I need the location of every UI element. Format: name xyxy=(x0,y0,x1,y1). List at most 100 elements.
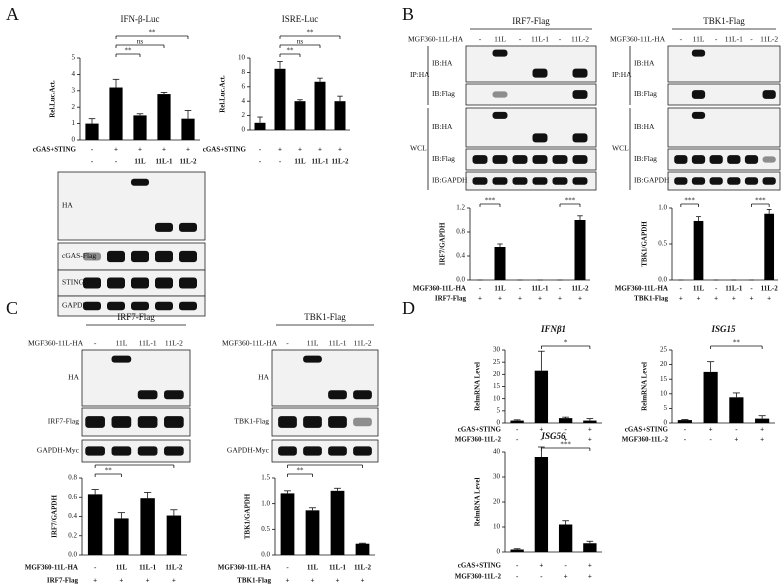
blot-band xyxy=(164,446,184,456)
bar xyxy=(181,118,195,140)
y-tick-label: 20 xyxy=(660,360,668,368)
lane-label: - xyxy=(684,426,687,434)
lane-label: + xyxy=(709,426,713,434)
y-tick-label: 0 xyxy=(242,126,246,134)
blot-band xyxy=(164,390,184,400)
blot-row-label: IB:Flag xyxy=(432,89,455,98)
y-axis-label: TBK1/GAPDH xyxy=(244,493,252,539)
lane-label: + xyxy=(138,146,142,154)
lane-label: 11L xyxy=(693,285,705,293)
lane-label: + xyxy=(172,577,176,585)
lane-label: 11L xyxy=(307,339,319,348)
blot-row-label: TBK1-Flag xyxy=(234,417,269,426)
lane-label: - xyxy=(115,158,118,166)
blot-band xyxy=(709,155,723,164)
blot-band xyxy=(691,90,706,99)
blot-band xyxy=(691,49,706,57)
sig-label: ** xyxy=(733,339,741,347)
lane-label: 11L-2 xyxy=(571,35,589,44)
y-tick-label: 10 xyxy=(660,389,668,397)
blot-band xyxy=(512,177,528,185)
bar xyxy=(314,81,326,130)
lane-label: - xyxy=(559,285,562,293)
blot-band xyxy=(179,250,197,263)
bar xyxy=(294,101,306,130)
lane-label: + xyxy=(539,562,543,570)
lane-label: + xyxy=(750,295,754,303)
y-tick-label: 1.0 xyxy=(658,204,667,212)
bar xyxy=(355,543,370,555)
blot-row-label: IB:HA xyxy=(432,122,453,131)
lane-label: 11L-2 xyxy=(331,158,349,166)
y-tick-label: 30 xyxy=(493,346,501,354)
bar xyxy=(693,220,704,280)
bar xyxy=(334,101,346,130)
lane-label: 11L-1 xyxy=(139,564,157,572)
lane-label: 11L-1 xyxy=(139,339,157,348)
y-tick-label: 0 xyxy=(72,136,76,144)
blot-frame xyxy=(667,45,781,83)
lane-label: - xyxy=(479,285,482,293)
lane-label: 11L xyxy=(693,35,705,44)
lane-label: + xyxy=(578,295,582,303)
y-tick-label: 10 xyxy=(493,394,501,402)
blot-band xyxy=(179,222,197,232)
blot-band xyxy=(107,277,125,289)
lane-label: + xyxy=(539,426,543,434)
chart-title: IFNβ1 xyxy=(540,324,566,334)
lane-label: - xyxy=(559,35,562,44)
bar xyxy=(109,87,123,140)
bar xyxy=(254,122,266,130)
y-tick-label: 15 xyxy=(493,382,501,390)
row-label: MGF360-11L-2 xyxy=(455,573,502,581)
y-tick-label: 15 xyxy=(660,375,668,383)
blot-row-label: STING-Flag xyxy=(62,278,100,287)
blot-band xyxy=(131,301,149,311)
bar xyxy=(280,493,295,555)
blot-band xyxy=(492,91,508,98)
blot-band xyxy=(179,277,197,289)
bar xyxy=(157,94,171,140)
blot-row-label: HA xyxy=(258,373,269,382)
lane-label: 11L-1 xyxy=(531,285,549,293)
blot-header: IRF7-Flag xyxy=(512,16,550,26)
y-tick-label: 0.8 xyxy=(68,474,77,482)
lane-label: + xyxy=(588,562,592,570)
y-tick-label: 1.5 xyxy=(261,474,270,482)
panel-label: D xyxy=(402,298,415,318)
lane-label: + xyxy=(361,577,365,585)
blot-band xyxy=(155,277,173,289)
lane-label: - xyxy=(750,35,753,44)
y-tick-label: 0.0 xyxy=(456,276,465,284)
sig-label: *** xyxy=(565,197,576,205)
y-axis-label: RelmRNA Level xyxy=(641,362,649,411)
row-label: MGF360-11L-2 xyxy=(622,436,669,444)
blot-band xyxy=(83,301,101,311)
y-tick-label: 0.5 xyxy=(261,525,270,533)
y-tick-label: 1 xyxy=(72,119,76,127)
blot-frame xyxy=(465,83,597,106)
y-axis-label: Rel.Luc.Act. xyxy=(219,75,227,113)
chart-title: ISRE-Luc xyxy=(282,14,319,24)
y-tick-label: 0.0 xyxy=(68,551,77,559)
blot-row-label: IB:GAPDH xyxy=(432,176,468,185)
lane-label: 11L xyxy=(307,564,319,572)
lane-label: 11L xyxy=(116,564,128,572)
bar xyxy=(583,543,597,552)
blot-band xyxy=(85,446,105,456)
blot-frame xyxy=(667,83,781,106)
blot-band xyxy=(532,177,548,185)
row-label: cGAS+STING xyxy=(458,426,502,434)
bar xyxy=(166,515,182,555)
lane-label: 11L-1 xyxy=(328,339,346,348)
bar xyxy=(85,123,99,140)
group-label: WCL xyxy=(410,144,427,153)
blot-band xyxy=(552,155,568,164)
bar xyxy=(558,524,573,552)
blot-frame xyxy=(271,439,379,463)
blot-band xyxy=(691,177,706,185)
lane-label: - xyxy=(479,35,482,44)
blot-band xyxy=(107,301,125,311)
bar xyxy=(558,418,573,423)
